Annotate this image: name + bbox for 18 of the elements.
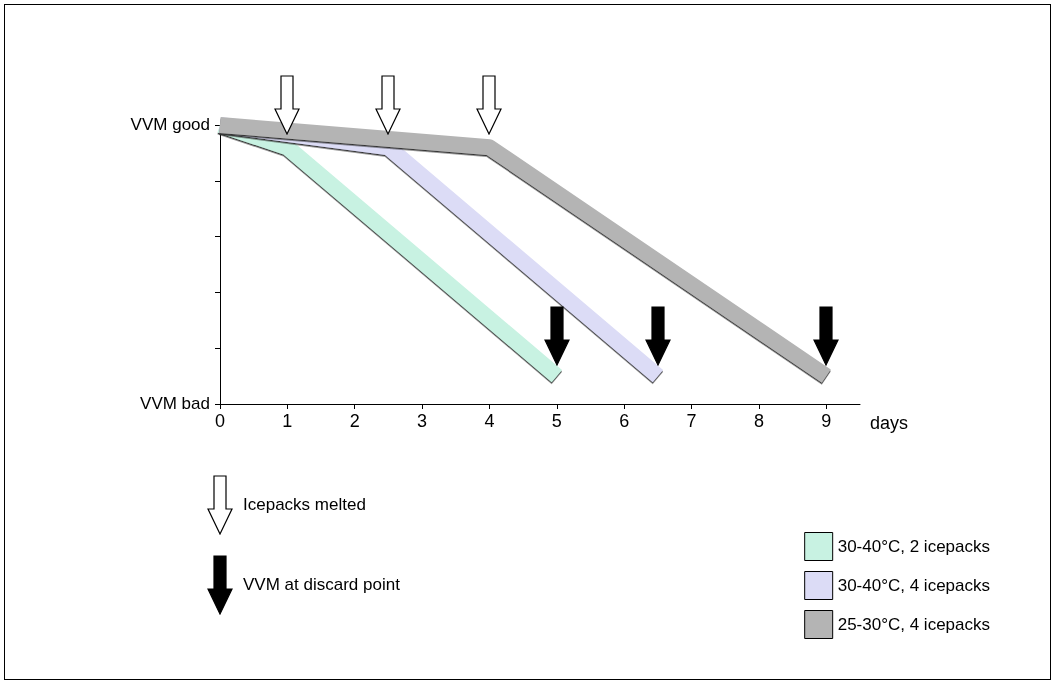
x-tick-label: 8 [753,411,764,431]
x-axis-title: days [870,413,909,433]
x-tick-label: 5 [551,411,562,431]
x-tick-label: 7 [686,411,697,431]
x-tick-label: 3 [417,411,428,431]
text: VVM bad [140,394,210,414]
x-tick-label: 9 [821,411,832,431]
legend-label: 25-30°C, 4 icepacks [837,615,991,634]
x-tick-label: 1 [282,411,293,431]
text: VVM at discard point [243,575,400,595]
text: VVM good [130,115,210,135]
x-tick-label: 0 [214,411,226,431]
text: Icepacks melted [243,495,366,515]
legend-label: 30-40°C, 4 icepacks [837,576,991,595]
legend-label: 30-40°C, 2 icepacks [837,537,991,556]
x-tick-label: 6 [619,411,630,431]
x-tick-label: 2 [349,411,360,431]
x-tick-label: 4 [484,411,495,431]
